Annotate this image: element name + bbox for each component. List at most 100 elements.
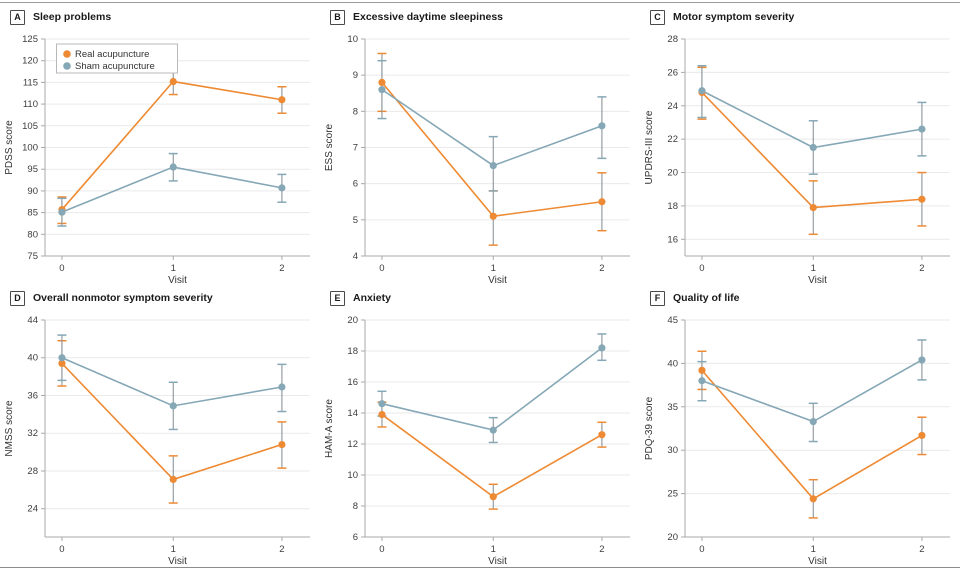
top-rule — [0, 2, 960, 3]
svg-text:Visit: Visit — [488, 275, 507, 285]
panel-c-title: Motor symptom severity — [673, 11, 795, 23]
svg-text:36: 36 — [27, 390, 38, 401]
panel-b-header: B Excessive daytime sleepiness — [320, 6, 640, 28]
svg-text:1: 1 — [811, 544, 816, 555]
svg-text:14: 14 — [347, 408, 358, 419]
panel-b-letter-badge: B — [330, 9, 345, 25]
svg-text:8: 8 — [353, 106, 358, 117]
panel-d-letter-badge: D — [10, 290, 25, 306]
svg-text:40: 40 — [27, 353, 38, 364]
svg-text:105: 105 — [22, 121, 38, 132]
panel-f-letter-badge: F — [650, 290, 665, 306]
svg-text:0: 0 — [699, 263, 704, 274]
svg-text:6: 6 — [353, 179, 358, 190]
svg-text:20: 20 — [667, 168, 678, 179]
panel-f-quality-of-life: F Quality of life 20 25 30 35 40 45 0 1 2 Visit PD… — [640, 287, 960, 568]
svg-text:1: 1 — [491, 544, 496, 555]
svg-text:10: 10 — [347, 470, 358, 481]
svg-text:20: 20 — [667, 532, 678, 543]
svg-text:Visit: Visit — [488, 556, 507, 566]
svg-text:2: 2 — [599, 263, 604, 274]
svg-text:10: 10 — [347, 34, 358, 45]
svg-text:20: 20 — [347, 315, 358, 326]
panel-a-sleep-problems: A Sleep problems 75 80 85 90 95 100 105 110 115 1… — [0, 6, 320, 287]
svg-text:2: 2 — [599, 544, 604, 555]
panel-c-motor-symptom-severity: C Motor symptom severity 16 18 20 22 24 26 28 0… — [640, 6, 960, 287]
svg-text:18: 18 — [667, 201, 678, 212]
svg-text:8: 8 — [353, 501, 358, 512]
panel-d-plot: 24 28 32 36 40 44 0 1 2 Visit NMSS score — [4, 315, 310, 566]
svg-text:2: 2 — [919, 544, 924, 555]
svg-text:16: 16 — [667, 234, 678, 245]
svg-text:24: 24 — [27, 504, 38, 515]
svg-text:0: 0 — [379, 544, 384, 555]
svg-text:2: 2 — [279, 263, 284, 274]
panel-a-plot: 75 80 85 90 95 100 105 110 115 120 125 0 1 2 Visit PDSS… — [4, 34, 310, 285]
svg-text:5: 5 — [353, 215, 358, 226]
panel-a-title: Sleep problems — [33, 11, 112, 23]
panel-a-header: A Sleep problems — [0, 6, 320, 28]
svg-text:18: 18 — [347, 346, 358, 357]
svg-text:HAM-A score: HAM-A score — [324, 399, 335, 458]
svg-text:PDSS score: PDSS score — [4, 120, 15, 175]
panel-b-excessive-daytime-sleepiness: B Excessive daytime sleepiness 4 5 6 7 8 9 10 0… — [320, 6, 640, 287]
svg-text:16: 16 — [347, 377, 358, 388]
svg-text:95: 95 — [27, 164, 38, 175]
svg-text:115: 115 — [23, 77, 38, 88]
svg-text:Visit: Visit — [808, 556, 827, 566]
svg-text:UPDRS-III score: UPDRS-III score — [644, 110, 655, 184]
panel-b-plot: 4 5 6 7 8 9 10 0 1 2 Visit ESS score — [324, 34, 630, 285]
panel-f-plot: 20 25 30 35 40 45 0 1 2 Visit PDQ-39 score — [644, 315, 950, 566]
svg-text:25: 25 — [667, 489, 678, 500]
panel-f-header: F Quality of life — [640, 287, 960, 309]
svg-text:22: 22 — [667, 134, 678, 145]
svg-text:35: 35 — [667, 402, 678, 413]
svg-text:Sham acupuncture: Sham acupuncture — [75, 61, 155, 72]
svg-text:2: 2 — [279, 544, 284, 555]
panel-d-overall-nonmotor-symptom-severity: D Overall nonmotor symptom severity 24 28… — [0, 287, 320, 568]
panel-e-anxiety: E Anxiety 6 8 10 12 14 16 18 20 0 1 2 Visit HAM-A sc… — [320, 287, 640, 568]
bottom-rule — [0, 567, 960, 568]
svg-text:40: 40 — [667, 358, 678, 369]
svg-text:80: 80 — [27, 229, 38, 240]
svg-text:Visit: Visit — [808, 275, 827, 285]
svg-text:0: 0 — [379, 263, 384, 274]
svg-text:0: 0 — [59, 263, 64, 274]
svg-text:100: 100 — [22, 143, 38, 154]
svg-text:1: 1 — [811, 263, 816, 274]
svg-text:9: 9 — [353, 70, 358, 81]
svg-text:110: 110 — [23, 99, 38, 110]
panel-c-plot: 16 18 20 22 24 26 28 0 1 2 Visit UPDRS-III score — [644, 34, 950, 285]
svg-text:30: 30 — [667, 445, 678, 456]
svg-text:44: 44 — [27, 315, 38, 326]
svg-text:0: 0 — [699, 544, 704, 555]
panel-b-title: Excessive daytime sleepiness — [353, 11, 504, 23]
panel-a-letter-badge: A — [10, 9, 25, 25]
svg-text:28: 28 — [667, 34, 678, 45]
svg-text:Real acupuncture: Real acupuncture — [75, 49, 149, 60]
svg-text:75: 75 — [27, 251, 38, 262]
svg-text:ESS score: ESS score — [324, 123, 335, 171]
panel-e-title: Anxiety — [353, 292, 391, 304]
svg-text:7: 7 — [353, 143, 358, 154]
panel-d-title: Overall nonmotor symptom severity — [33, 292, 213, 304]
svg-text:2: 2 — [919, 263, 924, 274]
svg-text:28: 28 — [27, 466, 38, 477]
svg-text:6: 6 — [353, 532, 358, 543]
panel-e-letter-badge: E — [330, 290, 345, 306]
svg-text:120: 120 — [22, 56, 38, 67]
svg-text:32: 32 — [27, 428, 38, 439]
svg-text:Visit: Visit — [168, 556, 187, 566]
svg-text:1: 1 — [171, 263, 176, 274]
panel-c-letter-badge: C — [650, 9, 665, 25]
svg-text:24: 24 — [667, 101, 678, 112]
svg-text:4: 4 — [353, 251, 358, 262]
svg-text:PDQ-39 score: PDQ-39 score — [644, 396, 655, 460]
panel-c-header: C Motor symptom severity — [640, 6, 960, 28]
svg-text:26: 26 — [667, 67, 678, 78]
panel-e-header: E Anxiety — [320, 287, 640, 309]
svg-text:90: 90 — [27, 186, 38, 197]
svg-text:0: 0 — [59, 544, 64, 555]
